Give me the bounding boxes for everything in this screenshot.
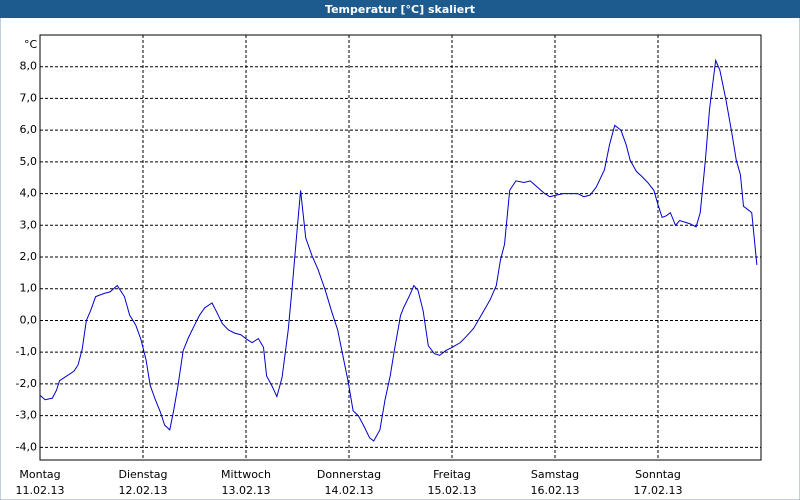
x-tick-label: Mittwoch xyxy=(221,468,271,481)
x-tick-label: Freitag xyxy=(433,468,471,481)
y-tick-label: 4,0 xyxy=(20,187,38,200)
y-tick-label: 5,0 xyxy=(20,155,38,168)
y-tick-label: -4,0 xyxy=(16,440,37,453)
temperature-line xyxy=(39,58,758,442)
y-unit-label: °C xyxy=(24,38,38,51)
x-tick-date: 17.02.13 xyxy=(634,484,683,497)
y-tick-label: 3,0 xyxy=(20,218,38,231)
y-tick-label: 6,0 xyxy=(20,123,38,136)
y-tick-label: 2,0 xyxy=(20,250,38,263)
y-tick-label: -2,0 xyxy=(16,377,37,390)
x-tick-date: 12.02.13 xyxy=(119,484,168,497)
y-tick-label: -1,0 xyxy=(16,345,37,358)
x-tick-date: 16.02.13 xyxy=(531,484,580,497)
y-tick-label: 8,0 xyxy=(20,60,38,73)
plot-frame xyxy=(39,34,762,461)
chart-title: Temperatur [°C] skaliert xyxy=(325,3,475,16)
y-tick-label: 1,0 xyxy=(20,282,38,295)
x-tick-label: Dienstag xyxy=(118,468,167,481)
x-tick-date: 14.02.13 xyxy=(325,484,374,497)
x-tick-label: Samstag xyxy=(531,468,579,481)
x-tick-date: 11.02.13 xyxy=(16,484,65,497)
y-tick-label: -3,0 xyxy=(16,409,37,422)
y-tick-label: 0,0 xyxy=(20,313,38,326)
x-tick-label: Sonntag xyxy=(635,468,681,481)
x-tick-label: Donnerstag xyxy=(317,468,381,481)
x-tick-date: 15.02.13 xyxy=(428,484,477,497)
y-tick-label: 7,0 xyxy=(20,91,38,104)
x-tick-label: Montag xyxy=(19,468,60,481)
title-bar xyxy=(0,0,800,18)
x-tick-date: 13.02.13 xyxy=(222,484,271,497)
